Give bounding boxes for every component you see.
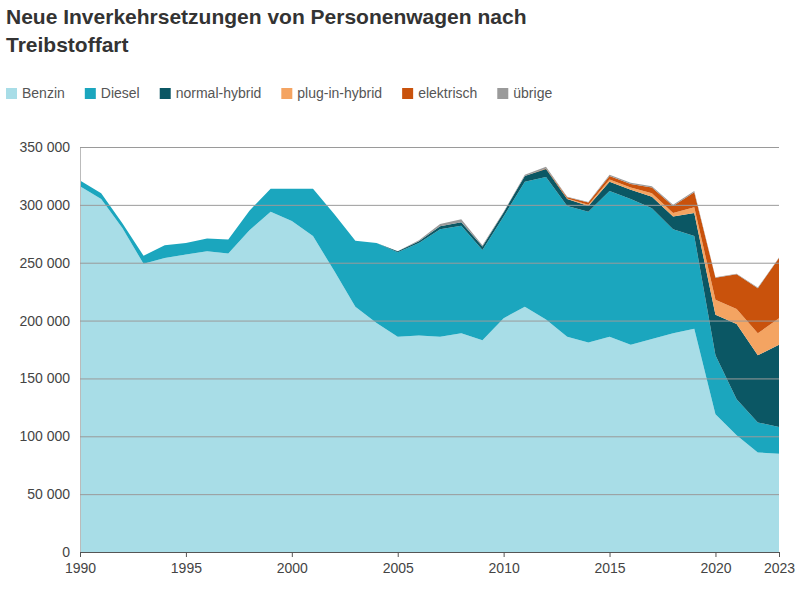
legend-item: plug-in-hybrid — [281, 85, 382, 101]
x-tick-mark — [610, 552, 611, 557]
grid-line — [80, 205, 779, 206]
x-tick: 2005 — [383, 552, 414, 576]
grid-line — [80, 436, 779, 437]
y-tick-label: 100 000 — [19, 428, 70, 444]
y-tick-label: 50 000 — [27, 486, 70, 502]
legend-item: Benzin — [6, 85, 65, 101]
legend-label: normal-hybrid — [176, 85, 262, 101]
area — [80, 167, 779, 289]
x-tick-label: 1990 — [65, 560, 96, 576]
x-tick: 2000 — [277, 552, 308, 576]
y-tick: 150 000 — [19, 370, 779, 386]
x-tick: 2023 — [764, 552, 795, 576]
x-tick-mark — [504, 552, 505, 557]
grid-line — [80, 552, 779, 553]
grid-line — [80, 147, 779, 148]
area — [80, 168, 779, 333]
x-tick-label: 2010 — [489, 560, 520, 576]
y-tick: 250 000 — [19, 255, 779, 271]
grid-line — [80, 321, 779, 322]
x-tick-label: 2000 — [277, 560, 308, 576]
legend-label: übrige — [513, 85, 552, 101]
x-axis-line — [81, 552, 780, 553]
y-tick-label: 250 000 — [19, 255, 70, 271]
x-tick-mark — [186, 552, 187, 557]
x-tick: 1995 — [171, 552, 202, 576]
y-tick-label: 350 000 — [19, 139, 70, 155]
legend-swatch — [85, 88, 96, 99]
x-tick: 2020 — [700, 552, 731, 576]
title-line: Treibstoffart — [6, 33, 129, 56]
y-axis: 0 50 000 100 000 150 000 200 000 250 000 300 0… — [19, 139, 779, 560]
x-tick-label: 2020 — [700, 560, 731, 576]
plot: 0 50 000 100 000 150 000 200 000 250 000 300 0… — [19, 139, 795, 576]
x-axis: 1990 1995 2000 2005 2010 2015 2020 2023 — [65, 552, 795, 576]
x-tick-label: 2005 — [383, 560, 414, 576]
area — [80, 169, 779, 355]
legend: Benzin Diesel normal-hybrid plug-in-hybrid e… — [6, 85, 552, 101]
title: Neue Inverkehrsetzungen von Personenwage… — [6, 5, 526, 56]
area — [80, 169, 779, 427]
x-tick-mark — [715, 552, 716, 557]
x-tick-label: 1995 — [171, 560, 202, 576]
legend-swatch — [402, 88, 413, 99]
chart: Neue Inverkehrsetzungen von Personenwage… — [0, 0, 799, 600]
legend-label: Benzin — [22, 85, 65, 101]
legend-item: normal-hybrid — [160, 85, 262, 101]
areas — [80, 167, 779, 552]
y-tick: 0 — [62, 544, 779, 560]
x-tick-label: 2015 — [594, 560, 625, 576]
legend-label: Diesel — [101, 85, 140, 101]
x-tick: 1990 — [65, 552, 96, 576]
y-tick: 350 000 — [19, 139, 779, 155]
legend-swatch — [497, 88, 508, 99]
legend-label: plug-in-hybrid — [297, 85, 382, 101]
x-tick-mark — [80, 552, 81, 557]
legend-label: elektrisch — [418, 85, 477, 101]
legend-swatch — [6, 88, 17, 99]
y-tick-label: 0 — [62, 544, 70, 560]
title-line: Neue Inverkehrsetzungen von Personenwage… — [6, 5, 526, 28]
y-axis-line — [80, 148, 81, 553]
grid-line — [80, 378, 779, 379]
y-tick: 300 000 — [19, 197, 779, 213]
x-tick-label: 2023 — [764, 560, 795, 576]
x-tick-mark — [779, 552, 780, 557]
legend-swatch — [160, 88, 171, 99]
y-tick: 200 000 — [19, 313, 779, 329]
y-tick: 100 000 — [19, 428, 779, 444]
y-tick-label: 300 000 — [19, 197, 70, 213]
y-tick-label: 150 000 — [19, 370, 70, 386]
legend-item: Diesel — [85, 85, 140, 101]
x-tick-mark — [398, 552, 399, 557]
y-tick: 50 000 — [27, 486, 779, 502]
x-tick: 2015 — [594, 552, 625, 576]
legend-swatch — [281, 88, 292, 99]
grid-line — [80, 263, 779, 264]
legend-item: elektrisch — [402, 85, 477, 101]
y-tick-label: 200 000 — [19, 313, 70, 329]
legend-item: übrige — [497, 85, 552, 101]
grid-line — [80, 494, 779, 495]
x-tick-mark — [292, 552, 293, 557]
x-tick: 2010 — [489, 552, 520, 576]
